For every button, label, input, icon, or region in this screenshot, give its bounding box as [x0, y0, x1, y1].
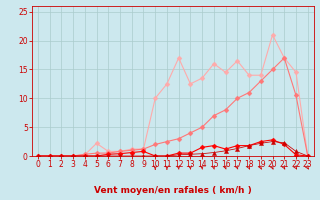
X-axis label: Vent moyen/en rafales ( km/h ): Vent moyen/en rafales ( km/h ) [94, 186, 252, 195]
